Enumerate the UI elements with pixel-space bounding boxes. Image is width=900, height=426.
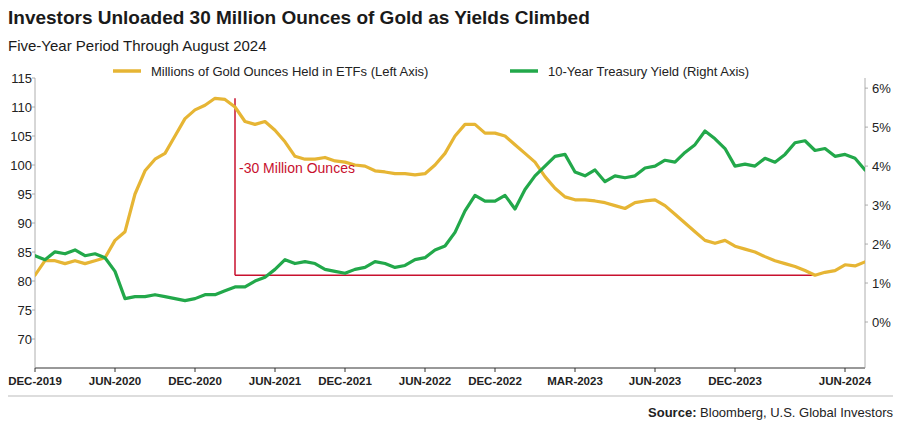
x-tick: [655, 368, 656, 372]
legend-swatch: [113, 69, 141, 73]
legend: Millions of Gold Ounces Held in ETFs (Le…: [113, 64, 749, 79]
y-tick: [32, 78, 35, 79]
y2-axis-line: [865, 78, 866, 368]
annotation-horizontal: [235, 274, 815, 276]
source: Source: Bloomberg, U.S. Global Investors: [648, 405, 893, 420]
source-label: Source:: [648, 405, 700, 420]
y-tick: [32, 194, 35, 195]
y-tick: [32, 252, 35, 253]
x-axis-line: [35, 368, 865, 369]
x-tick: [735, 368, 736, 372]
series-line: [35, 131, 865, 301]
y-tick: [32, 107, 35, 108]
y2-tick: [865, 127, 868, 128]
y2-tick: [865, 205, 868, 206]
background: [0, 0, 900, 426]
series-line: [35, 98, 865, 275]
y-tick: [32, 310, 35, 311]
legend-label: Millions of Gold Ounces Held in ETFs (Le…: [151, 64, 428, 79]
y-tick-label: 105: [10, 129, 32, 144]
annotation-text: -30 Million Ounces: [239, 160, 355, 176]
legend-swatch: [510, 69, 538, 73]
x-tick-label: DEC-2020: [168, 375, 222, 387]
x-tick-label: JUN-2024: [819, 375, 872, 387]
y2-tick: [865, 244, 868, 245]
y-tick: [32, 165, 35, 166]
source-text: Bloomberg, U.S. Global Investors: [700, 405, 893, 420]
y2-tick: [865, 88, 868, 89]
y-tick: [32, 223, 35, 224]
x-tick: [845, 368, 846, 372]
y-tick-label: 70: [18, 332, 32, 347]
y-tick-label: 115: [11, 71, 32, 86]
x-tick-label: JUN-2020: [89, 375, 141, 387]
y2-tick: [865, 322, 868, 323]
separator: [8, 396, 893, 397]
x-tick-label: DEC-2021: [318, 375, 372, 387]
y-tick: [32, 281, 35, 282]
axes: 70 75 80 85 90 95 100 105 110 115 0% 1% 2% 3% 4% 5% 6% DE…: [8, 71, 891, 388]
x-tick-label: JUN-2023: [629, 375, 681, 387]
y-tick: [32, 339, 35, 340]
y-tick-label: 80: [18, 274, 32, 289]
plot-area: [35, 98, 865, 300]
x-tick: [425, 368, 426, 372]
y-tick-label: 95: [18, 187, 32, 202]
title: Investors Unloaded 30 Million Ounces of …: [8, 7, 590, 28]
y-tick: [32, 136, 35, 137]
legend-label: 10-Year Treasury Yield (Right Axis): [548, 64, 749, 79]
x-tick: [35, 368, 36, 372]
x-tick: [275, 368, 276, 372]
x-tick: [115, 368, 116, 372]
y2-tick-label: 3%: [872, 198, 891, 213]
y2-tick-label: 0%: [872, 315, 891, 330]
y2-tick-label: 4%: [872, 159, 891, 174]
y-tick-label: 100: [10, 158, 32, 173]
x-tick: [345, 368, 346, 372]
x-tick: [575, 368, 576, 372]
y2-tick-label: 5%: [872, 120, 891, 135]
x-tick: [195, 368, 196, 372]
y-tick-label: 110: [11, 100, 32, 115]
y2-tick: [865, 283, 868, 284]
y-tick-label: 75: [18, 303, 32, 318]
chart: Investors Unloaded 30 Million Ounces of …: [0, 0, 900, 426]
y-tick-label: 85: [18, 245, 32, 260]
y-tick-label: 90: [18, 216, 32, 231]
y2-tick-label: 6%: [872, 81, 891, 96]
annotation-vertical: [234, 98, 236, 275]
y2-tick-label: 2%: [872, 237, 891, 252]
x-tick-label: DEC-2022: [468, 375, 522, 387]
y2-tick-label: 1%: [872, 276, 891, 291]
x-tick: [495, 368, 496, 372]
x-tick-label: DEC-2019: [8, 375, 62, 387]
x-tick-label: JUN-2021: [249, 375, 302, 387]
subtitle: Five-Year Period Through August 2024: [8, 37, 267, 54]
x-tick-label: DEC-2023: [708, 375, 762, 387]
x-tick-label: MAR-2023: [547, 375, 603, 387]
x-tick-label: JUN-2022: [399, 375, 451, 387]
y2-tick: [865, 166, 868, 167]
